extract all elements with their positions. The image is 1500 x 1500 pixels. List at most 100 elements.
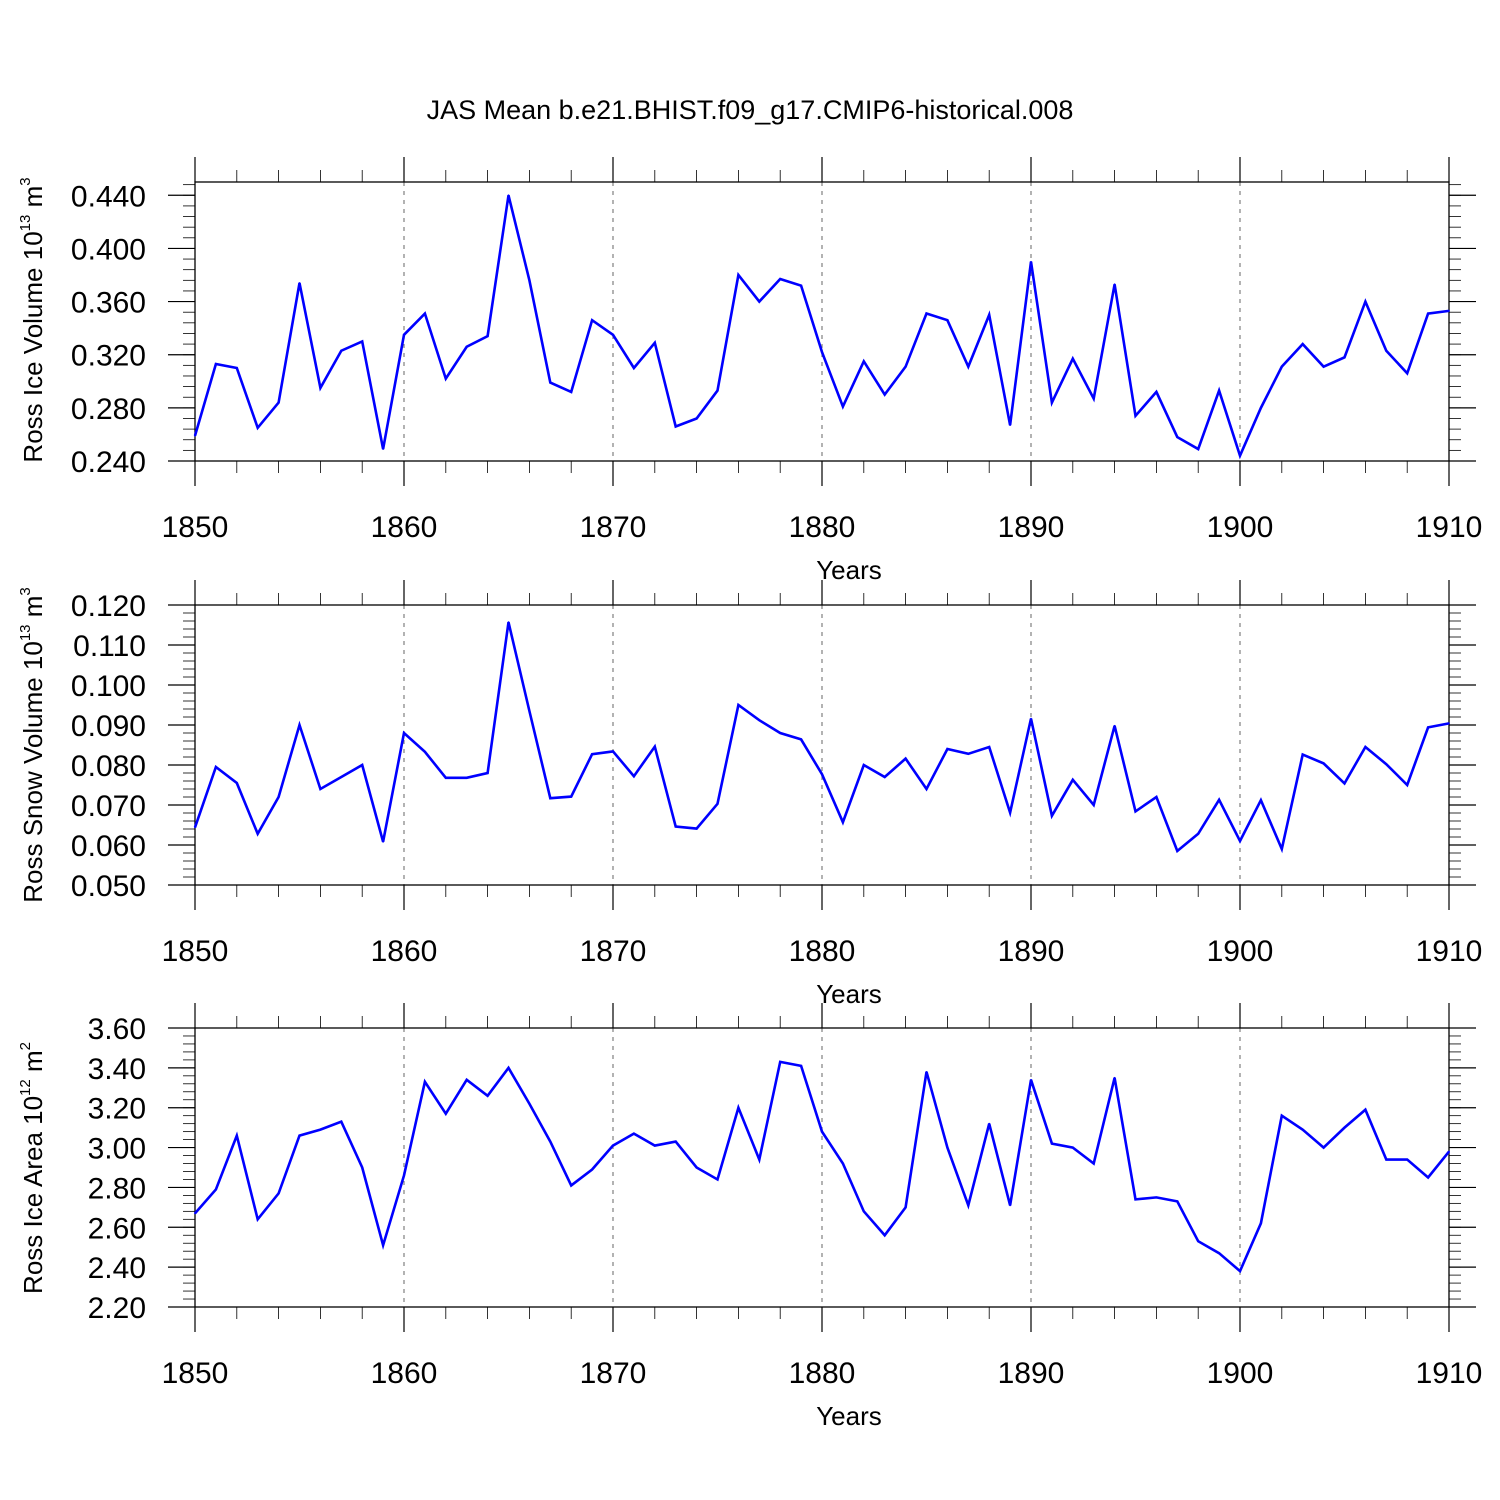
data-point [277,401,280,404]
data-point [528,1102,531,1105]
panel-1: 1850 1860 1870 1880 1890 1900 1910 Years 0.240 0.… [17,157,1482,585]
x-tick-label: 1910 [1416,1357,1483,1390]
data-point [904,365,907,368]
x-tick-label: 1910 [1416,935,1483,968]
data-point [1448,722,1450,725]
data-point [507,194,510,197]
data-point [403,732,405,734]
y-axis-title-exponent: 12 [17,1079,34,1096]
y-tick-label: 0.360 [71,287,146,320]
data-point [821,773,823,776]
data-point [444,377,447,380]
x-tick-label: 1860 [371,935,438,968]
data-point [361,764,364,766]
data-point [758,300,761,303]
x-tick-label: 1870 [580,1357,647,1390]
y-tick-label: 0.120 [71,590,146,623]
data-point [570,391,573,393]
x-tick-label: 1860 [371,1357,438,1390]
data-point [1301,753,1304,756]
panel-3: 1850 1860 1870 1880 1890 1900 1910 Years 2.20 2.4… [17,1003,1482,1431]
data-point [1322,1146,1325,1149]
y-tick-label: 2.20 [88,1292,146,1325]
data-point [800,1064,802,1067]
data-point [653,745,656,748]
data-point [779,732,782,734]
data-point [612,333,614,336]
data-point [925,1070,928,1073]
y-tick-label: 3.00 [88,1133,146,1166]
x-tick-label: 1880 [789,1357,856,1390]
x-tick-label: 1880 [789,935,856,968]
data-point [424,312,426,315]
data-point [633,367,635,369]
data-point [1427,1176,1429,1179]
data-point [256,426,259,429]
data-point [1406,784,1409,786]
data-point [1301,343,1304,345]
data-point [1280,365,1283,368]
data-point [1092,397,1095,400]
data-point [403,333,405,336]
data-point [967,1204,970,1207]
data-point [1009,1204,1011,1207]
y-tick-label: 0.090 [71,710,146,743]
data-point [424,750,426,753]
data-point [549,797,552,800]
data-point [340,776,343,778]
data-point [779,278,782,280]
data-point [1030,260,1032,263]
data-point [925,312,928,315]
data-point [1343,782,1346,785]
data-point [215,1188,217,1191]
data-point [465,776,468,779]
y-tick-label: 0.440 [71,180,146,213]
data-point [695,827,698,830]
data-point [486,335,489,338]
data-point [1385,763,1388,766]
data-point [1092,1162,1095,1165]
y-axis-title: Ross Snow Volume 1013 m3 [17,587,48,903]
x-tick-label: 1890 [998,511,1065,544]
data-point [1030,717,1032,720]
panels-container: 1850 1860 1870 1880 1890 1900 1910 Years 0.240 0.… [17,157,1482,1431]
data-point [1155,796,1158,798]
data-point [549,381,552,384]
data-point [1071,778,1074,781]
data-point [1113,283,1116,286]
x-axis-title: Years [816,979,882,1009]
data-point [235,782,238,784]
x-tick-label: 1910 [1416,511,1483,544]
data-point [1197,1240,1200,1243]
data-point [674,825,677,828]
y-axis-title-exponent: 13 [17,624,34,641]
data-point [591,1168,593,1171]
data-point [1260,799,1262,802]
data-point [821,351,823,353]
data-point [591,753,593,756]
y-tick-label: 0.400 [71,233,146,266]
y-tick-label: 0.320 [71,340,146,373]
data-point [716,1178,719,1181]
data-point [319,1128,322,1131]
data-point [1176,1200,1179,1203]
data-point [1448,1150,1450,1153]
data-point [465,1078,468,1081]
data-point [1322,365,1325,368]
y-axis-title-unit: m [18,186,48,215]
data-point [1218,798,1220,801]
data-point [1260,406,1262,409]
series-line [193,621,1450,854]
data-point [1134,810,1137,813]
data-point [298,1134,301,1137]
data-point [235,1134,238,1137]
x-tick-label: 1900 [1207,935,1274,968]
data-point [653,341,656,344]
data-point [194,434,196,437]
data-point [737,274,740,276]
y-tick-label: 0.100 [71,670,146,703]
data-point [1322,762,1325,765]
data-point [361,340,364,343]
data-point [988,313,991,316]
data-point [1448,309,1450,312]
